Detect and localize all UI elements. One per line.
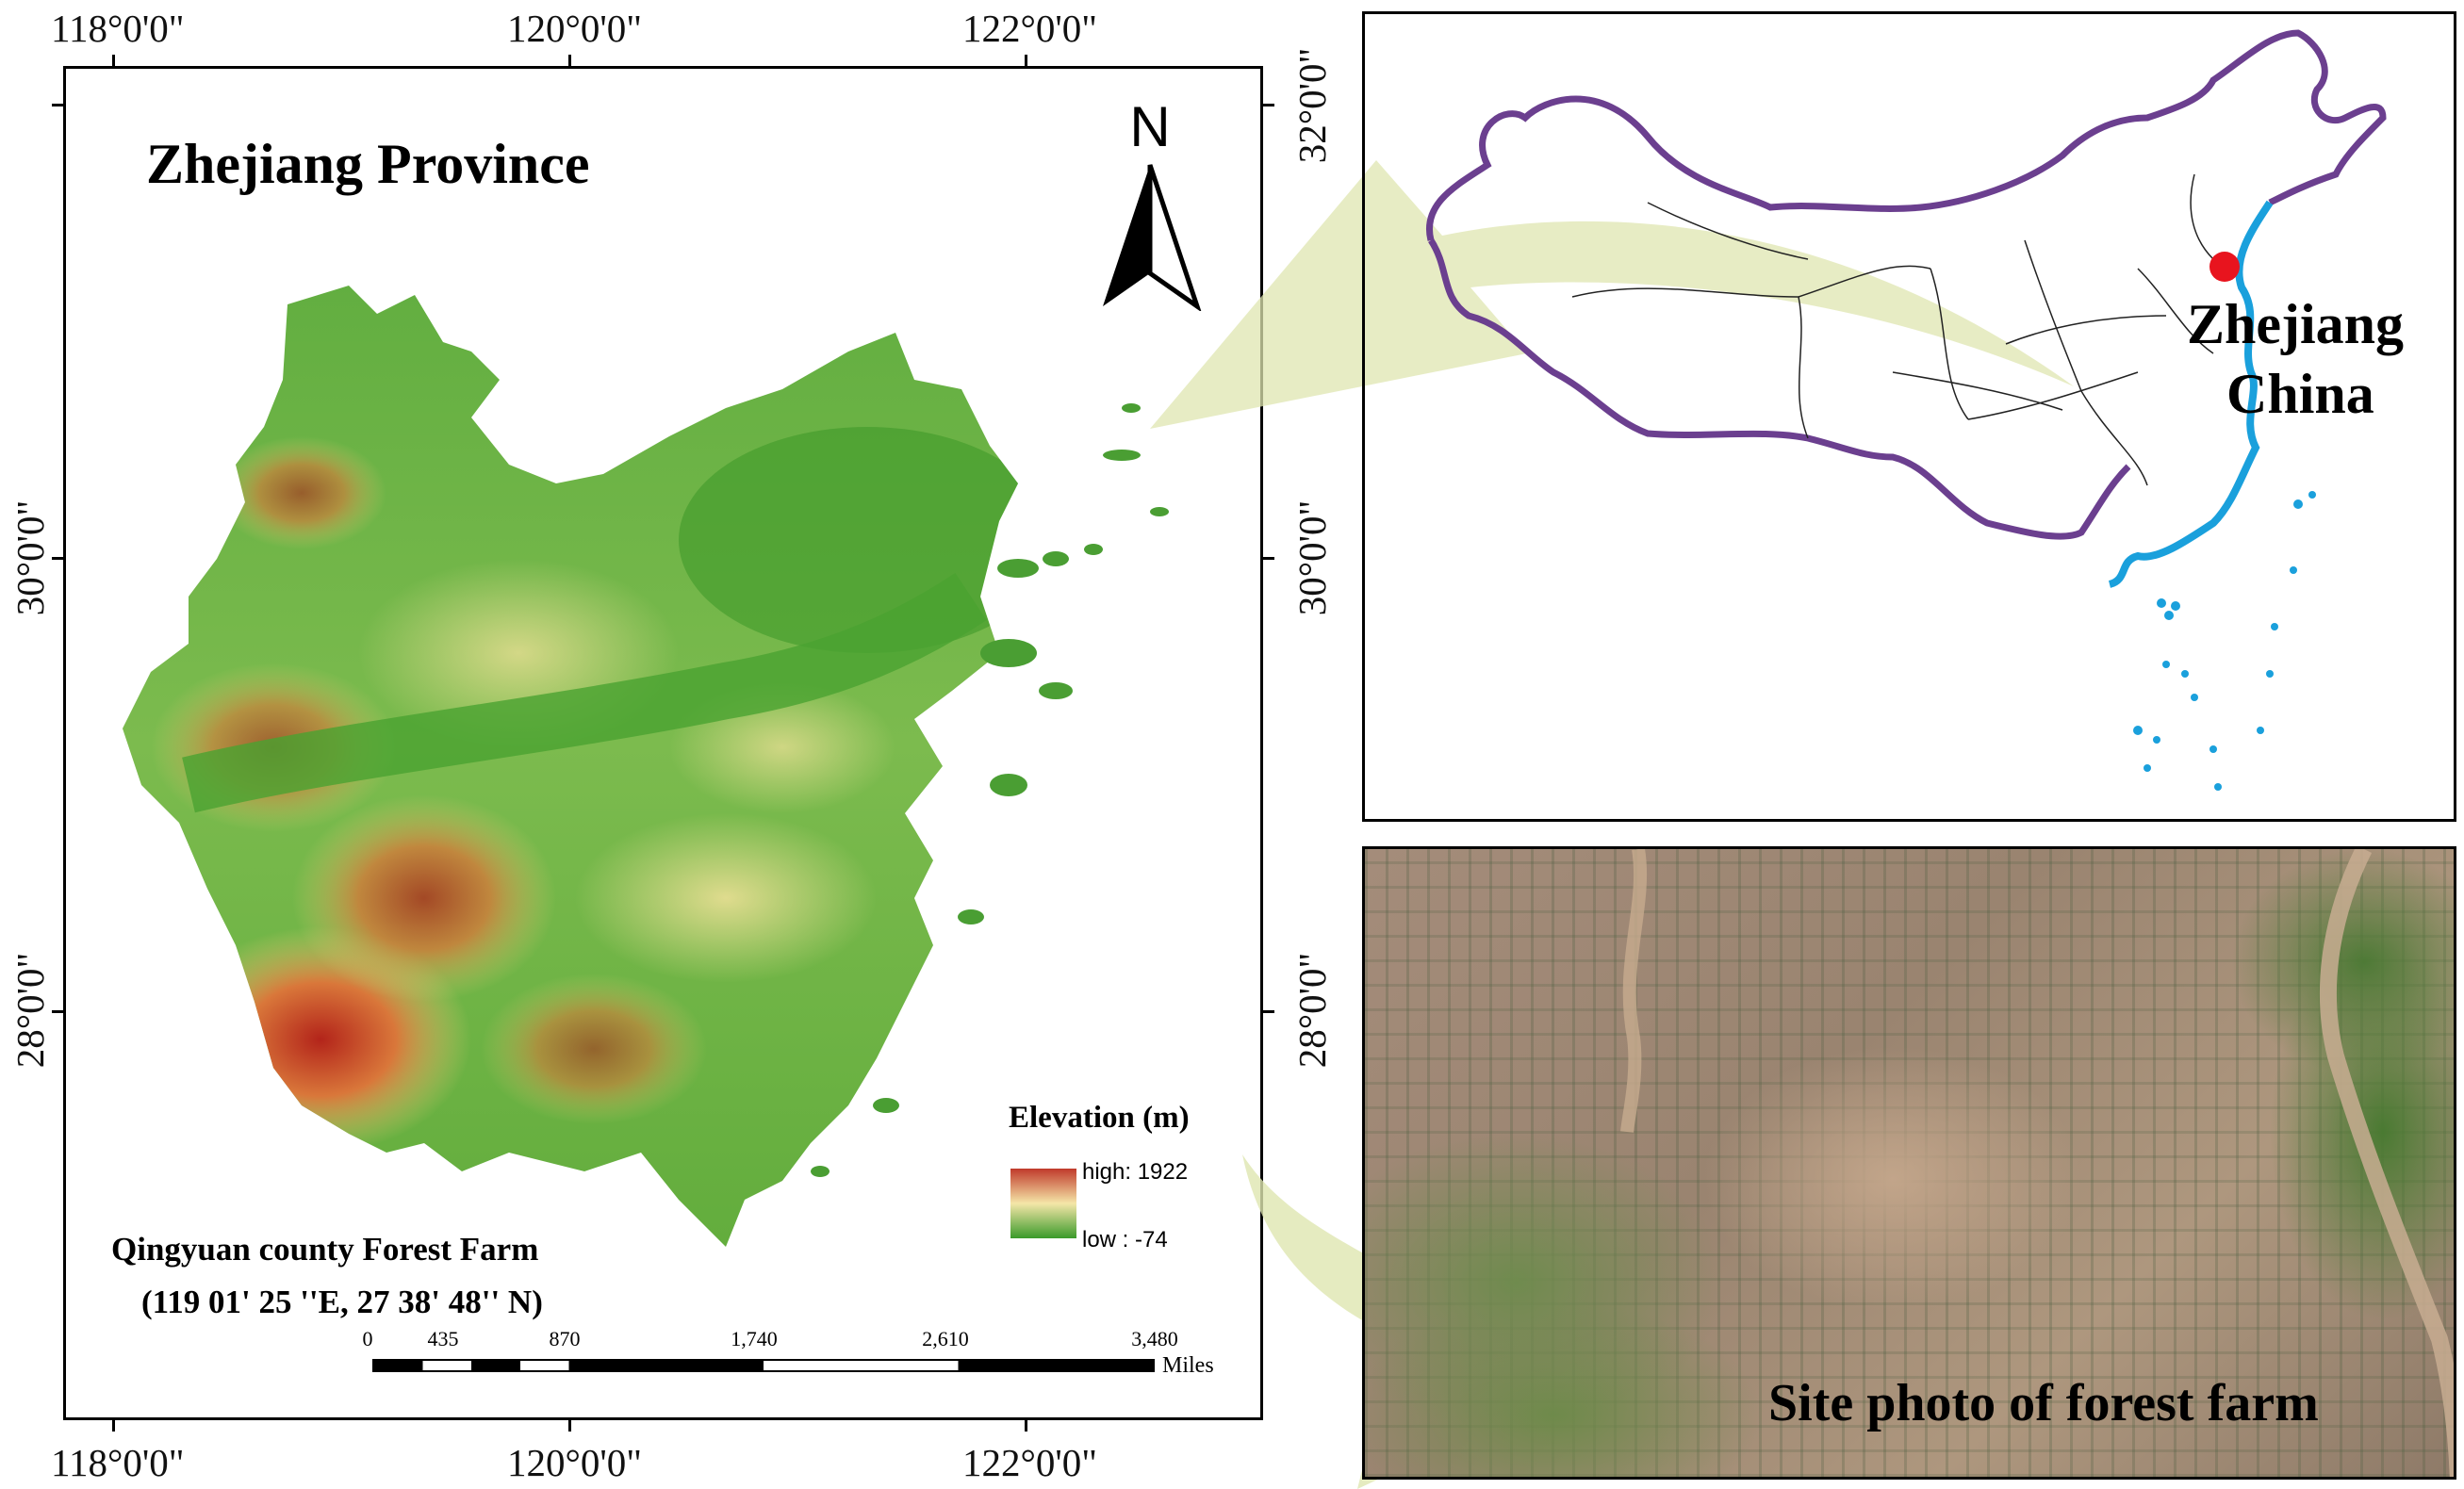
- province-boundaries: [1571, 173, 2214, 486]
- china-border-sw: [1428, 238, 2131, 540]
- north-arrow-label: N: [1129, 95, 1171, 158]
- scale-tick-3: 1,740: [731, 1327, 778, 1350]
- scale-tick-1: 435: [427, 1327, 459, 1350]
- scale-tick-0: 0: [362, 1327, 373, 1350]
- scale-tick-5: 3,480: [1131, 1327, 1178, 1350]
- map-title: Zhejiang Province: [146, 133, 590, 195]
- site-coordinates: (119 01' 25 ''E, 27 38' 48'' N): [141, 1284, 543, 1320]
- scale-bar: 0 435 870 1,740 2,610 3,480 Miles: [363, 1327, 1216, 1383]
- legend-color-ramp: [1010, 1169, 1076, 1238]
- site-photo-paths: [1620, 849, 2454, 1477]
- scale-bar-graphic: [372, 1359, 1155, 1372]
- site-photo: Site photo of forest farm: [1362, 846, 2456, 1480]
- site-photo-caption: Site photo of forest farm: [1768, 1374, 2319, 1432]
- north-arrow: N: [1093, 94, 1207, 320]
- lon-label-top-3: 122°0'0": [962, 7, 1098, 50]
- main-map-frame: [63, 66, 1263, 1420]
- inset-label-china: China: [2226, 363, 2374, 425]
- lon-label-bottom-3: 122°0'0": [962, 1441, 1098, 1484]
- legend-high-label: high: 1922: [1082, 1159, 1189, 1185]
- legend-low-label: low : -74: [1082, 1227, 1168, 1252]
- scale-tick-4: 2,610: [922, 1327, 969, 1350]
- inset-label-zhejiang: Zhejiang: [2187, 293, 2405, 355]
- north-arrow-icon: [1103, 164, 1202, 311]
- lon-label-top-1: 118°0'0": [51, 7, 185, 50]
- site-name: Qingyuan county Forest Farm: [111, 1231, 539, 1268]
- china-coast: [2108, 200, 2274, 588]
- lon-label-top-2: 120°0'0": [507, 7, 643, 50]
- zhejiang-marker: [2209, 252, 2240, 282]
- legend-title: Elevation (m): [1009, 1101, 1190, 1135]
- south-china-sea-islands: [2133, 491, 2316, 791]
- scale-tick-2: 870: [549, 1327, 581, 1350]
- arrow-to-inset: [1150, 160, 2074, 429]
- china-border: [1426, 29, 2387, 241]
- inset-map-frame: [1362, 11, 2456, 822]
- lon-label-bottom-1: 118°0'0": [51, 1441, 185, 1484]
- china-inset-map: [1426, 29, 2387, 791]
- scale-unit: Miles: [1162, 1353, 1214, 1378]
- zhejiang-elevation-map: [123, 286, 1169, 1247]
- lon-label-bottom-2: 120°0'0": [507, 1441, 643, 1484]
